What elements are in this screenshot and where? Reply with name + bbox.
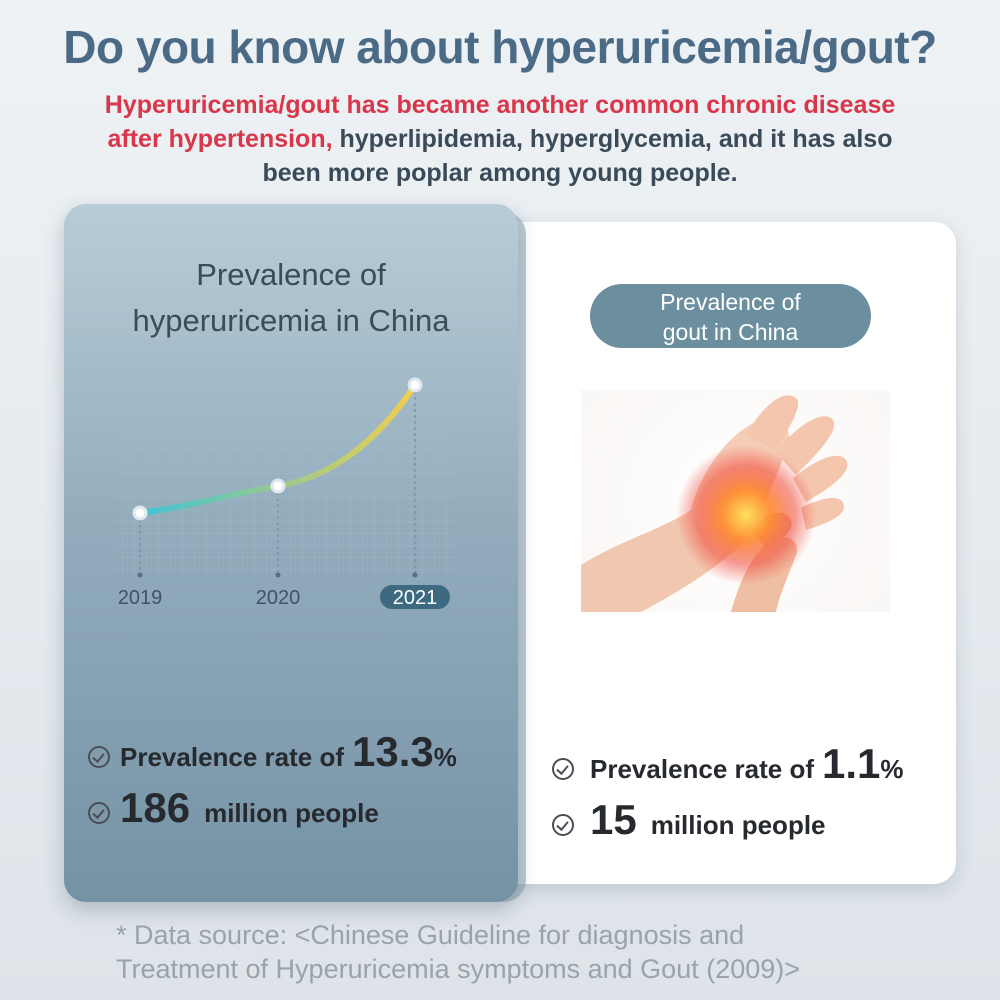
intro-dark-line3: been more poplar among young people. [262,159,738,187]
check-circle-icon [88,746,110,768]
axis-tick-2021 [412,572,418,578]
hyperuricemia-title-line1: Prevalence of [196,257,386,292]
gout-rate-unit: % [880,754,904,784]
data-point-2020 [270,478,286,494]
intro-red-line1: Hyperuricemia/gout has became another co… [104,91,896,119]
gout-rate-value: 1.1 [822,740,881,787]
data-point-2021 [407,377,423,393]
hyperuricemia-title-line2: hyperuricemia in China [132,303,450,338]
x-label-2020: 2020 [256,587,301,609]
gout-pill-line2: gout in China [662,319,799,345]
x-label-2019: 2019 [118,587,163,609]
footnote-line1: * Data source: <Chinese Guideline for di… [116,920,745,950]
data-source-footnote: * Data source: <Chinese Guideline for di… [116,918,800,986]
gout-people-stat: 15 million people [552,796,826,844]
gout-pill-line1: Prevalence of [660,289,801,315]
intro-text: Hyperuricemia/gout has became another co… [60,88,940,190]
rate-prefix: Prevalence rate of [120,742,345,772]
footnote-line2: Treatment of Hyperuricemia symptoms and … [116,954,801,984]
gout-rate-stat: Prevalence rate of 1.1 % [552,740,904,788]
hyperuricemia-people-stat: 186 million people [88,784,379,832]
trend-chart: 2019 2020 2021 [115,370,455,609]
gout-people-suffix: million people [650,810,826,840]
hyperuricemia-card-title: Prevalence of hyperuricemia in China [64,252,518,344]
page-title: Do you know about hyperuricemia/gout? [63,21,937,73]
check-circle-icon [552,814,574,836]
hand-pain-image [581,390,890,612]
axis-tick-2020 [275,572,281,578]
check-circle-icon [88,802,110,824]
gout-rate-prefix: Prevalence rate of [590,754,815,784]
intro-red-line2: after hypertension, [107,125,333,153]
axis-tick-2019 [137,572,143,578]
gout-pill-label: Prevalence of gout in China [590,284,871,348]
intro-dark-line2: hyperlipidemia, hyperglycemia, and it ha… [332,125,893,153]
check-circle-icon [552,758,574,780]
hyperuricemia-rate-stat: Prevalence rate of 13.3 % [88,728,457,776]
highlight-tag [380,585,450,609]
rate-value: 13.3 [352,728,434,775]
hand-illustration [581,395,848,612]
x-label-2021: 2021 [393,587,438,609]
data-point-2019 [132,505,148,521]
people-value: 186 [120,784,191,831]
people-suffix: million people [204,798,379,828]
gout-people-value: 15 [590,796,637,843]
rate-unit: % [433,742,457,772]
